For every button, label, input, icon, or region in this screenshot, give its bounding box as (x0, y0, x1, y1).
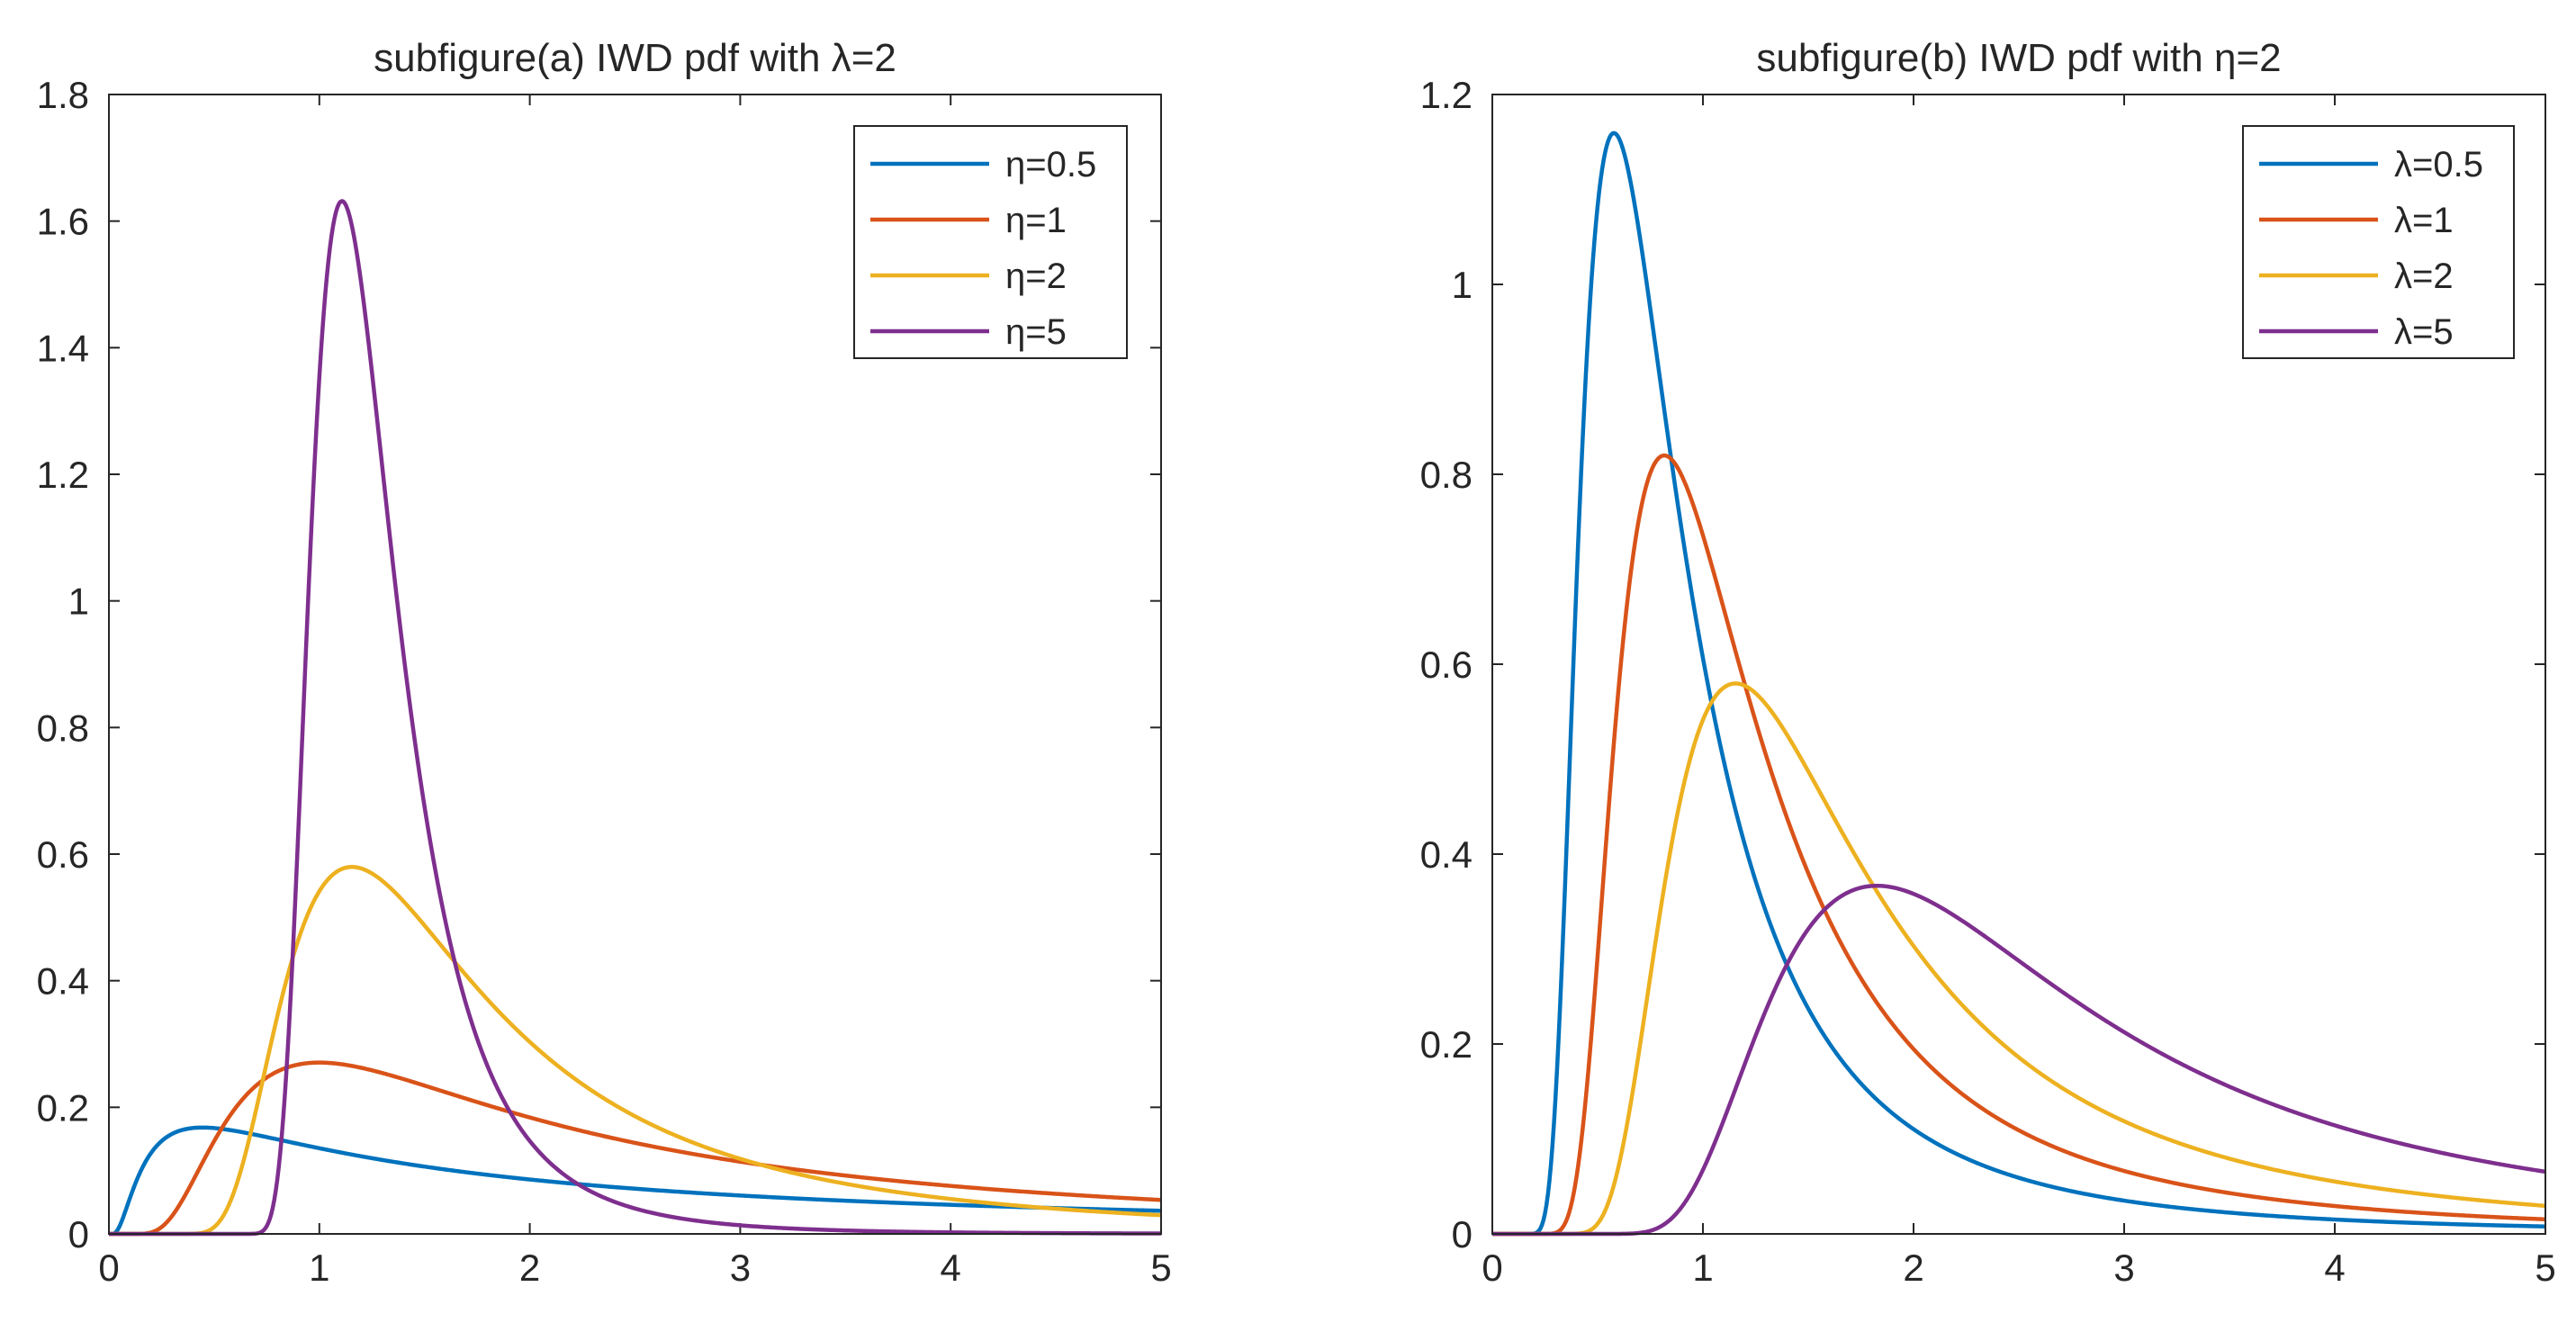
x-tick-label-b-4: 4 (2324, 1246, 2345, 1289)
x-tick-label-b-0: 0 (1482, 1246, 1502, 1289)
x-tick-label-a-0: 0 (98, 1246, 119, 1289)
legend-label-a-3: η=5 (1005, 312, 1067, 352)
subplot-b: subfigure(b) IWD pdf with η=2 0 1 2 3 4 5 0 0.2… (1420, 36, 2556, 1289)
chart-title-a: subfigure(a) IWD pdf with λ=2 (374, 36, 896, 80)
axes-box-b (1491, 94, 2546, 1235)
y-tick-label-a-4: 0.8 (37, 706, 89, 749)
series-line-b-2 (1491, 681, 2546, 1237)
axes-box-a (108, 94, 1162, 1235)
series-line-b-3 (1491, 883, 2546, 1237)
y-tick-label-b-1: 0.2 (1420, 1023, 1473, 1066)
y-tick-label-a-9: 1.8 (37, 74, 89, 116)
legend-label-b-1: λ=1 (2394, 201, 2454, 240)
legend-label-b-3: λ=5 (2394, 312, 2454, 352)
legend-label-a-1: η=1 (1005, 201, 1067, 240)
y-tick-label-b-5: 1 (1452, 264, 1473, 306)
legend-label-a-0: η=0.5 (1005, 145, 1096, 184)
y-tick-label-b-2: 0.4 (1420, 833, 1473, 876)
x-tick-label-b-2: 2 (1903, 1246, 1923, 1289)
series-line-a-1 (108, 1060, 1162, 1237)
y-tick-label-a-0: 0 (68, 1213, 89, 1256)
y-tick-label-b-4: 0.8 (1420, 454, 1473, 496)
y-tick-label-a-8: 1.6 (37, 201, 89, 243)
y-tick-label-b-6: 1.2 (1420, 74, 1473, 116)
y-tick-label-b-0: 0 (1452, 1213, 1473, 1256)
legend-label-b-2: λ=2 (2394, 256, 2454, 296)
series-line-a-0 (108, 1125, 1162, 1237)
ticks-b: 0 1 2 3 4 5 0 0.2 0.4 0.6 0.8 1 1.2 (1420, 74, 2556, 1289)
x-tick-label-a-5: 5 (1150, 1246, 1171, 1289)
x-tick-label-b-3: 3 (2113, 1246, 2134, 1289)
y-tick-label-b-3: 0.6 (1420, 644, 1473, 686)
series-line-a-2 (108, 865, 1162, 1237)
y-tick-label-a-5: 1 (68, 580, 89, 623)
y-tick-label-a-2: 0.4 (37, 960, 89, 1003)
x-tick-label-b-1: 1 (1692, 1246, 1713, 1289)
legend-label-b-0: λ=0.5 (2394, 145, 2483, 184)
legend-a: η=0.5 η=1 η=2 η=5 (853, 125, 1128, 359)
x-tick-label-a-4: 4 (941, 1246, 961, 1289)
y-tick-label-a-1: 0.2 (37, 1086, 89, 1129)
x-tick-label-b-5: 5 (2535, 1246, 2555, 1289)
subplot-a: subfigure(a) IWD pdf with λ=2 0 1 2 3 4 5 0 0.2… (37, 36, 1172, 1289)
y-tick-label-a-6: 1.2 (37, 454, 89, 496)
plot-area-a (108, 199, 1162, 1237)
x-tick-label-a-1: 1 (309, 1246, 329, 1289)
series-line-b-0 (1491, 130, 2546, 1237)
series-line-a-3 (108, 199, 1162, 1237)
chart-title-b: subfigure(b) IWD pdf with η=2 (1756, 36, 2281, 80)
y-tick-label-a-3: 0.6 (37, 833, 89, 876)
series-line-b-1 (1491, 453, 2546, 1237)
ticks-a: 0 1 2 3 4 5 0 0.2 0.4 0.6 0.8 1 1.2 1.4 1.6 1.8 (37, 74, 1172, 1289)
legend-b: λ=0.5 λ=1 λ=2 λ=5 (2242, 125, 2515, 359)
x-tick-label-a-2: 2 (519, 1246, 540, 1289)
legend-label-a-2: η=2 (1005, 256, 1067, 296)
plot-area-b (1491, 130, 2546, 1237)
y-tick-label-a-7: 1.4 (37, 327, 89, 369)
x-tick-label-a-3: 3 (730, 1246, 751, 1289)
